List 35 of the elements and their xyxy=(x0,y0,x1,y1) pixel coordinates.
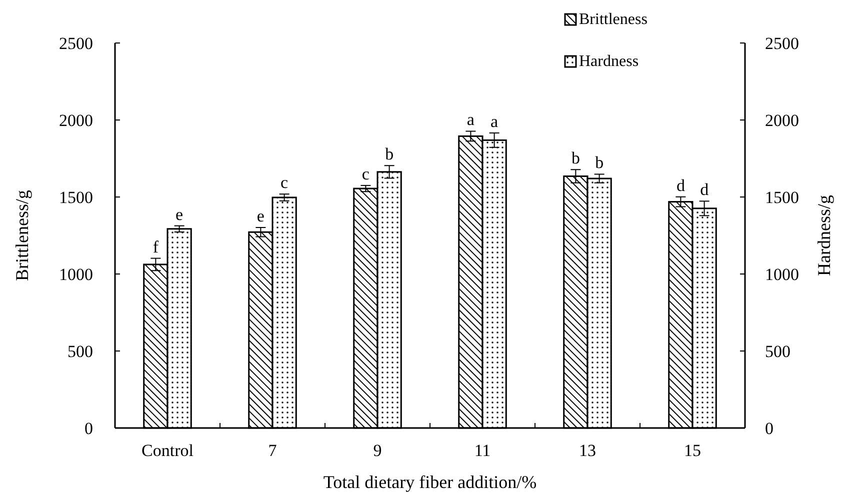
annotation: b xyxy=(385,144,394,164)
x-tick-label: Control xyxy=(142,441,194,460)
annotation: e xyxy=(256,206,264,226)
annotation: b xyxy=(571,148,580,168)
y2-tick-label: 2000 xyxy=(765,110,799,130)
y2-tick-label: 2500 xyxy=(765,34,799,53)
y-tick-label: 1000 xyxy=(59,264,93,284)
annotation: d xyxy=(676,176,686,195)
y-axis-title: Brittleness/g xyxy=(12,190,32,281)
y2-tick-label: 1000 xyxy=(765,264,799,284)
annotation: c xyxy=(280,173,289,192)
y-tick-label: 2000 xyxy=(59,110,93,130)
y2-tick-label: 500 xyxy=(765,342,790,361)
annotation: b xyxy=(595,153,604,172)
annotation: e xyxy=(176,204,184,224)
y-tick-label: 500 xyxy=(68,342,93,361)
legend-label: Brittleness xyxy=(579,11,648,28)
x-tick-label: 13 xyxy=(579,441,596,460)
x-tick-label: 9 xyxy=(373,441,382,460)
y-tick-label: 0 xyxy=(84,418,93,438)
annotation: a xyxy=(466,110,475,130)
y2-tick-label: 0 xyxy=(765,418,774,438)
annotation: c xyxy=(362,164,370,184)
x-tick-label: 15 xyxy=(684,441,701,460)
annotation: d xyxy=(700,180,710,200)
y-tick-label: 2500 xyxy=(59,34,93,53)
x-tick-label: 7 xyxy=(268,441,278,460)
y2-axis-title: Hardness/g xyxy=(814,195,834,276)
legend-label: Hardness xyxy=(579,53,639,70)
y2-tick-label: 1500 xyxy=(765,188,799,207)
annotation: a xyxy=(490,112,499,131)
annotation: f xyxy=(152,237,159,256)
x-axis-title: Total dietary fiber addition/% xyxy=(323,472,537,492)
x-tick-label: 11 xyxy=(474,441,491,460)
y-tick-label: 1500 xyxy=(59,188,93,207)
